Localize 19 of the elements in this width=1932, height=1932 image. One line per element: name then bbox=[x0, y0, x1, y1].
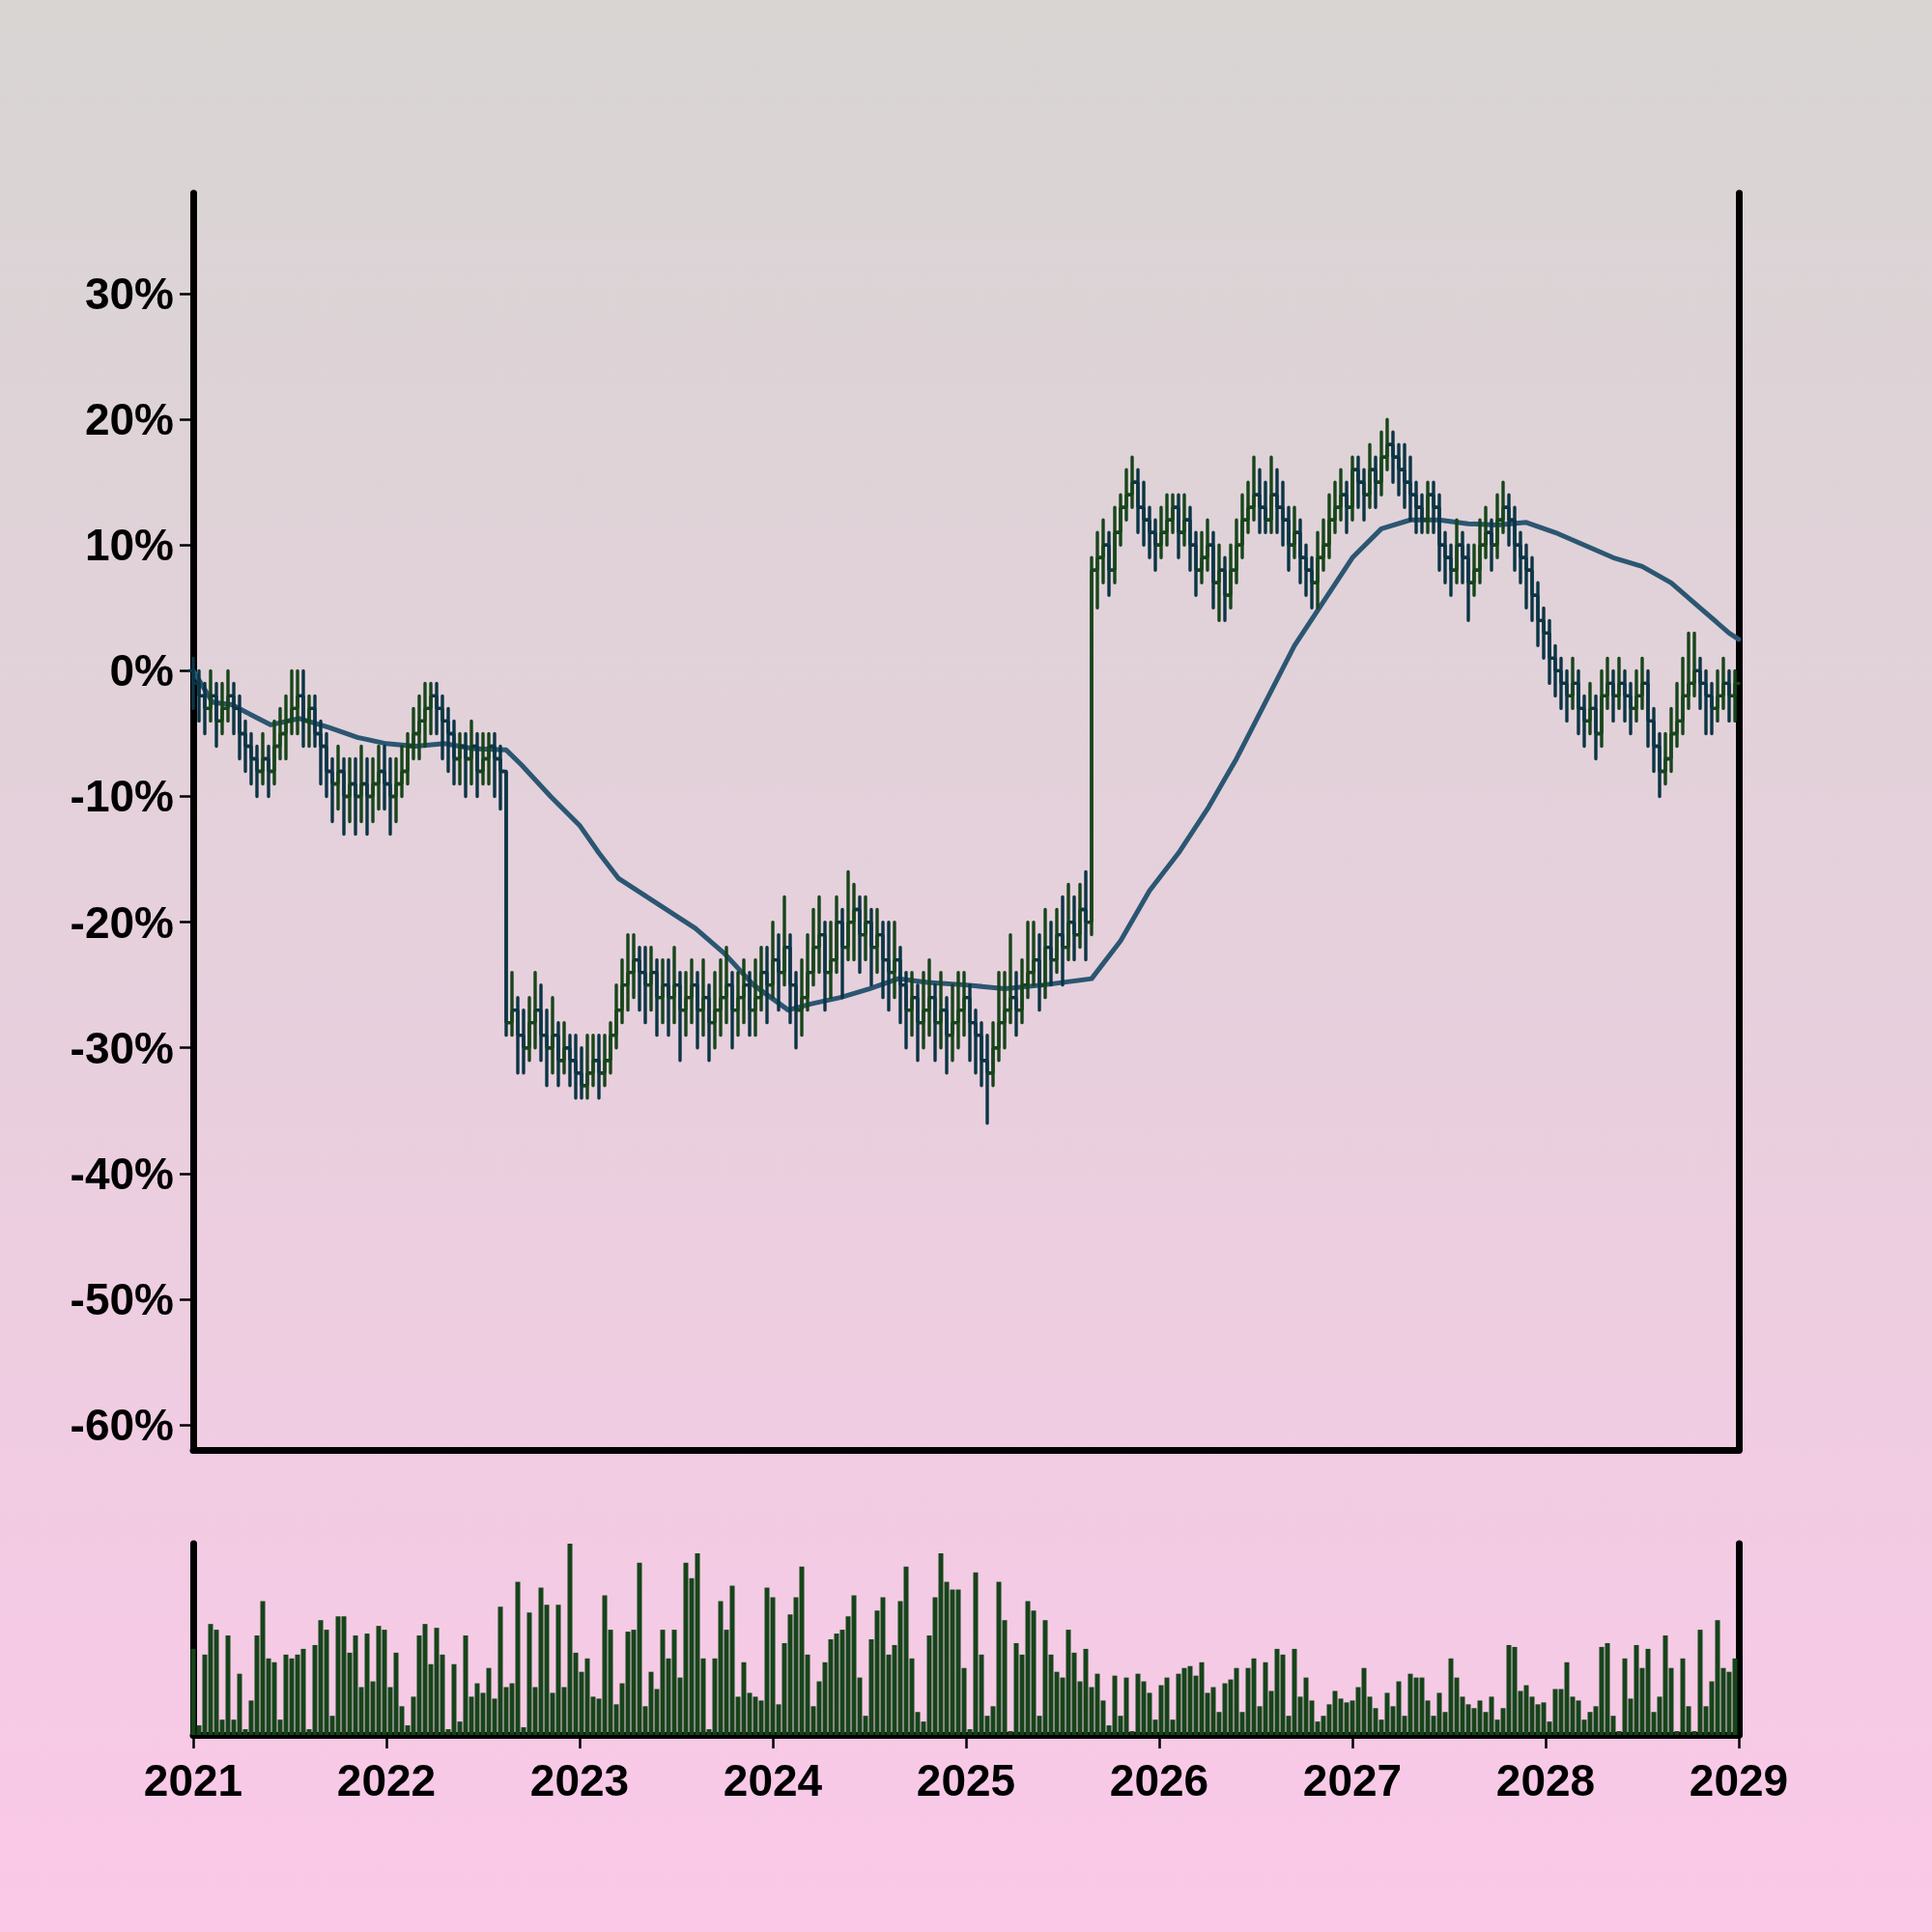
x-tick-label: 2026 bbox=[1109, 1755, 1209, 1805]
y-tick-label: -30% bbox=[70, 1022, 174, 1073]
y-tick-label: -50% bbox=[70, 1273, 174, 1324]
y-tick-label: -60% bbox=[70, 1399, 174, 1450]
x-tick-label: 2025 bbox=[916, 1755, 1016, 1805]
y-tick-label: -10% bbox=[70, 771, 174, 822]
y-tick-label: 20% bbox=[84, 394, 174, 445]
x-tick-label: 2029 bbox=[1689, 1755, 1789, 1805]
x-tick-label: 2022 bbox=[336, 1755, 437, 1805]
x-tick-label: 2028 bbox=[1495, 1755, 1596, 1805]
y-tick-label: 30% bbox=[84, 269, 174, 320]
x-tick-label: 2027 bbox=[1302, 1755, 1403, 1805]
y-tick-label: -40% bbox=[70, 1148, 174, 1199]
x-tick-label: 2024 bbox=[723, 1755, 823, 1805]
x-tick-label: 2023 bbox=[529, 1755, 630, 1805]
y-tick-label: 0% bbox=[109, 645, 174, 696]
y-tick-label: -20% bbox=[70, 896, 174, 948]
x-tick-label: 2021 bbox=[143, 1755, 243, 1805]
y-tick-label: 10% bbox=[84, 520, 174, 571]
